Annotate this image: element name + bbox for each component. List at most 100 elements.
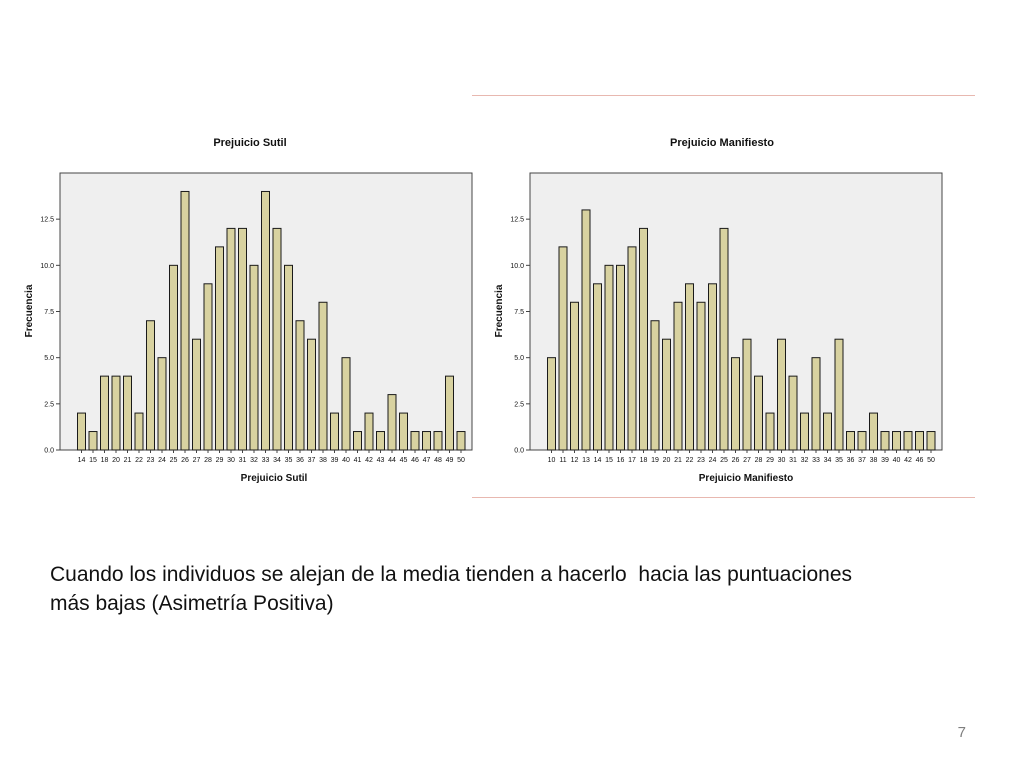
x-category-label: 17 xyxy=(628,457,636,464)
bar-11 xyxy=(558,246,568,451)
bar-46 xyxy=(915,431,924,451)
bar-18 xyxy=(100,375,109,451)
x-category-label: 49 xyxy=(446,457,454,464)
bar-23 xyxy=(696,301,706,451)
y-tick-label: 5.0 xyxy=(514,355,524,362)
x-category-label: 15 xyxy=(89,457,97,464)
x-category-label: 29 xyxy=(216,457,224,464)
x-category-label: 21 xyxy=(124,457,132,464)
chart-title: Prejuicio Manifiesto xyxy=(670,137,774,149)
bar-26 xyxy=(731,357,740,451)
y-tick-label: 12.5 xyxy=(40,217,54,224)
bottom-accent-line xyxy=(472,497,975,498)
y-tick-label: 7.5 xyxy=(44,309,54,316)
bar-42 xyxy=(903,431,913,451)
y-tick-label: 2.5 xyxy=(44,401,54,408)
bar-29 xyxy=(765,412,775,451)
bar-29 xyxy=(215,246,224,451)
bar-32 xyxy=(249,264,259,451)
x-category-label: 45 xyxy=(400,457,408,464)
y-tick-label: 0.0 xyxy=(44,448,54,455)
bar-20 xyxy=(111,375,121,451)
x-category-label: 31 xyxy=(789,457,797,464)
bar-20 xyxy=(662,338,671,451)
bar-41 xyxy=(353,431,362,451)
y-tick-label: 7.5 xyxy=(514,309,524,316)
x-category-label: 39 xyxy=(881,457,889,464)
x-category-label: 16 xyxy=(617,457,625,464)
bar-13 xyxy=(581,209,591,451)
x-category-label: 10 xyxy=(548,457,556,464)
x-category-label: 24 xyxy=(158,457,166,464)
bar-33 xyxy=(261,190,270,451)
bar-46 xyxy=(410,431,420,451)
x-category-label: 27 xyxy=(193,457,201,464)
x-category-label: 12 xyxy=(571,457,579,464)
bar-31 xyxy=(788,375,798,451)
x-category-label: 47 xyxy=(423,457,431,464)
x-category-label: 34 xyxy=(824,457,832,464)
x-category-label: 41 xyxy=(354,457,362,464)
bar-18 xyxy=(639,227,648,451)
x-category-label: 26 xyxy=(181,457,189,464)
x-axis-label: Prejuicio Manifiesto xyxy=(699,473,793,484)
x-category-label: 19 xyxy=(651,457,659,464)
x-category-label: 29 xyxy=(766,457,774,464)
bar-30 xyxy=(777,338,786,451)
bar-17 xyxy=(627,246,637,451)
x-category-label: 18 xyxy=(101,457,109,464)
bar-22 xyxy=(685,283,694,451)
y-tick-label: 5.0 xyxy=(44,355,54,362)
x-category-label: 42 xyxy=(904,457,912,464)
bar-47 xyxy=(422,431,431,451)
x-category-label: 15 xyxy=(605,457,613,464)
bar-24 xyxy=(157,357,167,451)
bar-21 xyxy=(123,375,132,451)
bar-22 xyxy=(134,412,144,451)
bar-43 xyxy=(376,431,385,451)
bar-49 xyxy=(445,375,454,451)
bar-28 xyxy=(203,283,213,451)
x-category-label: 22 xyxy=(135,457,143,464)
bar-31 xyxy=(238,227,247,451)
bar-30 xyxy=(226,227,236,451)
bar-16 xyxy=(616,264,625,451)
x-category-label: 46 xyxy=(916,457,924,464)
y-tick-label: 10.0 xyxy=(40,263,54,270)
bar-15 xyxy=(88,431,98,451)
bar-39 xyxy=(880,431,890,451)
bar-27 xyxy=(742,338,752,451)
x-category-label: 36 xyxy=(847,457,855,464)
x-category-label: 28 xyxy=(755,457,763,464)
x-category-label: 36 xyxy=(296,457,304,464)
bar-34 xyxy=(823,412,832,451)
bar-45 xyxy=(399,412,408,451)
bar-36 xyxy=(846,431,855,451)
x-category-label: 33 xyxy=(262,457,270,464)
x-category-label: 23 xyxy=(147,457,155,464)
top-accent-line xyxy=(472,95,975,96)
x-category-label: 38 xyxy=(319,457,327,464)
x-category-label: 20 xyxy=(112,457,120,464)
x-category-label: 37 xyxy=(308,457,316,464)
x-axis-label: Prejuicio Sutil xyxy=(241,473,308,484)
bar-19 xyxy=(650,320,660,451)
x-category-label: 30 xyxy=(227,457,235,464)
x-category-label: 50 xyxy=(457,457,465,464)
x-category-label: 26 xyxy=(732,457,740,464)
bar-38 xyxy=(869,412,878,451)
y-axis-label: Frecuencia xyxy=(24,284,35,337)
x-category-label: 11 xyxy=(559,457,566,464)
x-category-label: 13 xyxy=(582,457,590,464)
x-category-label: 35 xyxy=(285,457,293,464)
x-category-label: 42 xyxy=(365,457,373,464)
x-category-label: 40 xyxy=(342,457,350,464)
y-tick-label: 0.0 xyxy=(514,448,524,455)
bar-35 xyxy=(284,264,293,451)
x-category-label: 35 xyxy=(835,457,843,464)
bar-14 xyxy=(593,283,602,451)
bar-38 xyxy=(318,301,328,451)
x-category-label: 27 xyxy=(743,457,751,464)
x-category-label: 38 xyxy=(870,457,878,464)
x-category-label: 44 xyxy=(388,457,396,464)
